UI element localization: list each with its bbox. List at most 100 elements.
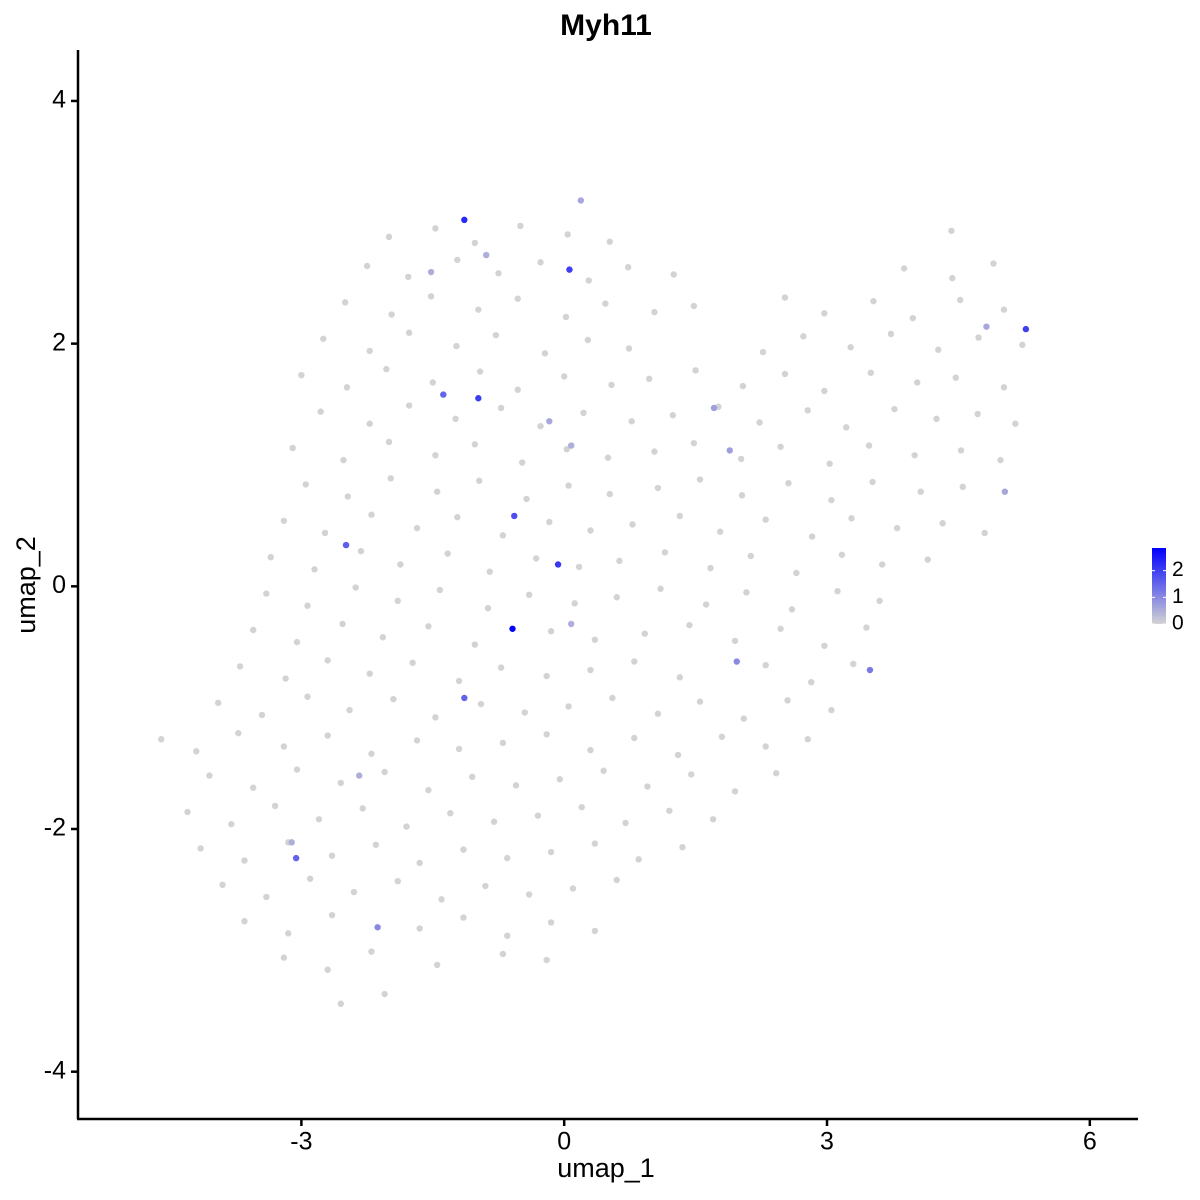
point — [492, 331, 500, 339]
point — [709, 816, 717, 823]
point — [948, 227, 955, 234]
point — [560, 373, 568, 380]
colorbar-tick-label: 1 — [1172, 585, 1184, 608]
chart-title: Myh11 — [560, 9, 652, 42]
point — [674, 751, 682, 759]
point — [733, 658, 740, 665]
point — [263, 893, 270, 901]
point — [759, 348, 767, 356]
point — [416, 925, 423, 932]
point — [893, 524, 901, 532]
point — [772, 769, 780, 777]
point — [339, 620, 346, 628]
point — [1022, 325, 1030, 333]
point — [383, 365, 390, 373]
point — [368, 750, 375, 757]
point — [387, 475, 394, 482]
point — [534, 812, 542, 819]
point — [867, 369, 875, 376]
point — [306, 875, 314, 882]
point — [394, 877, 401, 885]
point — [455, 677, 463, 685]
point — [696, 698, 704, 705]
point — [235, 729, 242, 737]
point — [368, 511, 375, 518]
point — [743, 589, 750, 596]
point — [324, 657, 331, 664]
point — [876, 597, 883, 605]
point — [405, 273, 412, 281]
point — [436, 586, 444, 594]
point — [250, 784, 257, 791]
point — [267, 553, 274, 561]
point — [869, 478, 876, 486]
point — [324, 732, 331, 739]
point — [495, 270, 502, 277]
point — [587, 666, 594, 674]
point — [206, 772, 213, 779]
point — [568, 620, 575, 628]
point — [499, 739, 507, 747]
point — [566, 266, 573, 273]
point — [499, 532, 507, 539]
point — [427, 268, 435, 276]
point — [602, 300, 609, 307]
point — [381, 768, 388, 776]
point — [397, 561, 404, 568]
point — [756, 419, 763, 426]
point — [629, 521, 636, 528]
point — [847, 344, 854, 351]
point — [317, 408, 324, 415]
point — [511, 512, 518, 520]
point — [804, 736, 811, 743]
point — [826, 460, 833, 467]
point — [263, 590, 270, 597]
point — [366, 347, 373, 355]
point — [471, 641, 479, 648]
point — [241, 918, 248, 925]
point — [461, 694, 468, 702]
point — [838, 551, 846, 558]
point — [302, 481, 309, 488]
point — [379, 634, 387, 641]
point — [344, 493, 352, 500]
point — [828, 706, 835, 714]
point — [587, 527, 594, 534]
point — [828, 496, 835, 504]
point — [924, 556, 931, 563]
colorbar — [1152, 548, 1166, 624]
point — [271, 802, 279, 810]
point — [584, 336, 592, 344]
point — [368, 948, 375, 955]
point — [509, 625, 516, 632]
point — [158, 736, 165, 743]
point — [997, 456, 1004, 464]
point — [564, 231, 571, 238]
point — [788, 606, 796, 613]
point — [850, 660, 857, 668]
point — [293, 638, 301, 646]
point — [843, 424, 850, 431]
point — [738, 492, 746, 499]
point — [690, 302, 698, 310]
point — [366, 420, 373, 427]
point — [460, 914, 467, 921]
point — [565, 482, 572, 489]
point — [679, 843, 686, 851]
points-layer — [158, 197, 1030, 1007]
point — [834, 587, 841, 595]
point — [661, 549, 669, 556]
point — [280, 954, 288, 961]
point — [781, 370, 789, 378]
y-tick-label: 2 — [52, 328, 66, 356]
point — [571, 600, 578, 607]
point — [416, 859, 423, 867]
point — [710, 404, 718, 412]
point — [258, 711, 266, 719]
point — [914, 379, 921, 386]
point — [821, 387, 828, 395]
colorbar-tick-label: 0 — [1172, 612, 1184, 635]
point — [800, 333, 807, 340]
point — [606, 490, 613, 498]
point — [546, 418, 553, 425]
